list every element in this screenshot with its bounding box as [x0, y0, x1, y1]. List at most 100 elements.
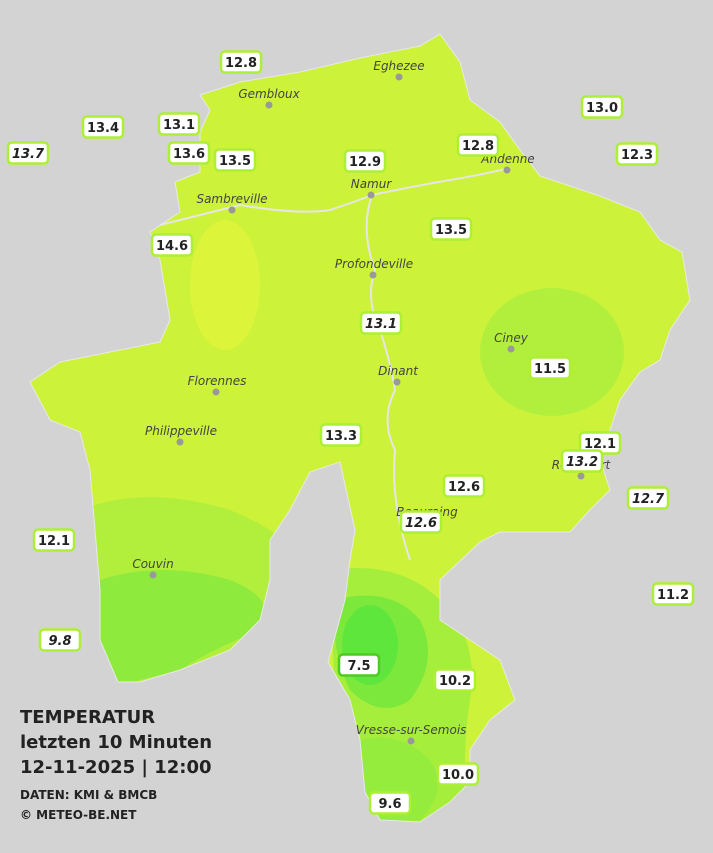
station-box [219, 50, 263, 74]
station-label: 13.4 [81, 115, 125, 139]
city-dot [212, 388, 220, 396]
station-label: 13.1 [157, 112, 201, 136]
station-label: 10.0 [436, 762, 480, 786]
station-box [343, 149, 387, 173]
station-label: 12.6 [399, 510, 443, 534]
station-value: 13.5 [219, 154, 251, 169]
station-box [433, 668, 477, 692]
station-value: 13.3 [325, 429, 357, 444]
city-dot [393, 378, 401, 386]
station-value: 12.7 [632, 492, 665, 507]
station-label: 12.8 [456, 133, 500, 157]
station-label: 14.6 [150, 233, 194, 257]
station-value: 10.2 [439, 674, 471, 689]
station-value: 12.9 [349, 155, 381, 170]
city-label: Ciney [494, 331, 529, 345]
station-value: 13.4 [87, 121, 119, 136]
station-label: 13.5 [429, 217, 473, 241]
station-value: 11.5 [534, 362, 566, 377]
station-value: 9.6 [378, 797, 401, 812]
station-box [560, 449, 604, 473]
city-dot [176, 438, 184, 446]
station-box [319, 423, 363, 447]
city-label: Sambreville [196, 192, 267, 206]
station-label: 12.8 [219, 50, 263, 74]
station-value: 12.3 [621, 148, 653, 163]
station-label: 13.5 [213, 148, 257, 172]
station-box [436, 762, 480, 786]
station-label: 9.8 [38, 628, 82, 652]
station-value: 7.5 [347, 659, 370, 674]
header-source: DATEN: KMI & BMCB [20, 788, 157, 802]
zone-cool [480, 288, 624, 416]
station-label: 9.6 [368, 791, 412, 815]
station-box [167, 141, 211, 165]
station-box [6, 141, 50, 165]
station-box [626, 486, 670, 510]
city-dot [503, 166, 511, 174]
city-dot [395, 73, 403, 81]
station-value: 13.1 [365, 317, 397, 332]
city-label: Namur [351, 177, 393, 191]
station-label: 11.5 [528, 356, 572, 380]
station-value: 13.6 [173, 147, 205, 162]
station-label: 7.5 [337, 653, 381, 677]
station-box [429, 217, 473, 241]
city-label: Couvin [132, 557, 173, 571]
station-label: 12.1 [578, 431, 622, 455]
station-label: 13.3 [319, 423, 363, 447]
city-label: Florennes [188, 374, 247, 388]
station-box [615, 142, 659, 166]
city-dot [265, 101, 273, 109]
city-label: Gembloux [238, 87, 300, 101]
header-subtitle: letzten 10 Minuten [20, 732, 212, 753]
station-label: 10.2 [433, 668, 477, 692]
station-value: 11.2 [657, 588, 689, 603]
station-box [399, 510, 443, 534]
station-box [157, 112, 201, 136]
station-value: 12.6 [405, 516, 437, 531]
station-value: 13.2 [566, 455, 598, 470]
station-box [32, 528, 76, 552]
station-value: 14.6 [156, 239, 188, 254]
station-label: 13.7 [6, 141, 50, 165]
city-label: Dinant [378, 364, 419, 378]
station-value: 13.5 [435, 223, 467, 238]
station-label: 13.2 [560, 449, 604, 473]
station-box [359, 311, 403, 335]
station-value: 13.0 [586, 101, 618, 116]
station-box [580, 95, 624, 119]
city-dot [577, 472, 585, 480]
province-border [29, 33, 691, 823]
city-label: Philippeville [145, 424, 217, 438]
station-label: 12.9 [343, 149, 387, 173]
zone-cold [100, 570, 266, 690]
city-dot [407, 737, 415, 745]
station-label: 13.0 [580, 95, 624, 119]
station-box [528, 356, 572, 380]
station-box [337, 653, 381, 677]
station-box [81, 115, 125, 139]
station-label: 13.6 [167, 141, 211, 165]
header-datetime: 12-11-2025 | 12:00 [20, 757, 212, 778]
city-label: Vresse-sur-Semois [356, 723, 467, 737]
city-dot [507, 345, 515, 353]
station-box [442, 474, 486, 498]
station-value: 13.1 [163, 118, 195, 133]
city-dot [228, 206, 236, 214]
station-box [368, 791, 412, 815]
station-box [651, 582, 695, 606]
station-value: 12.1 [38, 534, 70, 549]
station-label: 12.3 [615, 142, 659, 166]
station-box [456, 133, 500, 157]
station-value: 12.1 [584, 437, 616, 452]
city-dot [369, 271, 377, 279]
station-box [213, 148, 257, 172]
header-title: TEMPERATUR [20, 707, 155, 728]
station-value: 9.8 [48, 634, 71, 649]
station-value: 10.0 [442, 768, 474, 783]
header-copyright: © METEO-BE.NET [20, 808, 137, 822]
station-value: 12.6 [448, 480, 480, 495]
river [159, 167, 511, 561]
